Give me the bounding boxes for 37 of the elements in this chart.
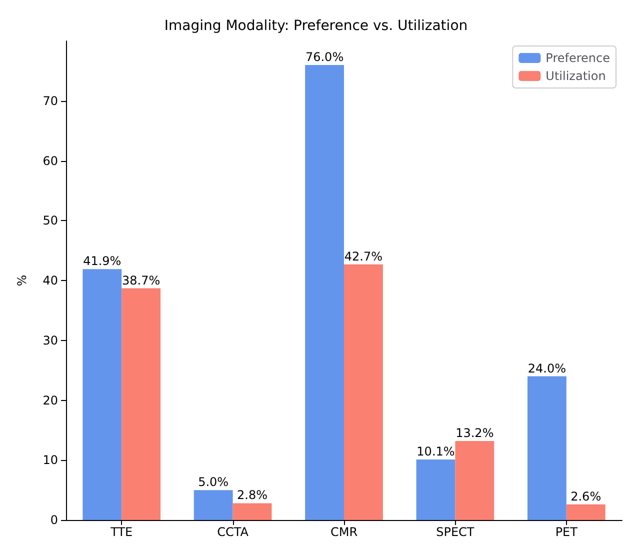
bar (194, 490, 233, 520)
legend-label: Utilization (546, 69, 606, 83)
data-label: 5.0% (198, 475, 229, 490)
data-label: 10.1% (416, 444, 455, 459)
bar (82, 269, 122, 520)
bar (527, 376, 566, 520)
bar (566, 504, 606, 520)
bar (416, 460, 456, 520)
bar (344, 264, 383, 520)
y-tick-label: 0 (50, 513, 58, 527)
data-label: 42.7% (344, 249, 383, 264)
y-tick-label: 30 (42, 333, 58, 348)
y-tick-label: 60 (42, 154, 58, 168)
x-tick-label: CMR (330, 525, 358, 539)
data-label: 41.9% (83, 254, 122, 268)
data-label: 2.8% (237, 488, 268, 502)
data-label: 38.7% (122, 273, 160, 288)
bar (122, 288, 161, 520)
y-axis-title: % (15, 274, 29, 286)
y-tick-label: 50 (42, 214, 58, 228)
data-label: 2.6% (570, 489, 602, 504)
bar (455, 440, 494, 520)
bar (305, 64, 344, 520)
x-tick-label: PET (555, 525, 578, 539)
data-label: 76.0% (305, 50, 344, 64)
y-tick-label: 40 (42, 274, 58, 288)
y-tick-label: 20 (42, 393, 58, 408)
y-tick-label: 10 (42, 453, 58, 468)
data-label: 24.0% (528, 361, 566, 376)
bar (232, 503, 272, 520)
x-tick-label: TTE (110, 525, 133, 539)
x-tick-label: CCTA (217, 525, 250, 539)
y-tick-label: 70 (42, 94, 58, 108)
chart-title: Imaging Modality: Preference vs. Utilization (164, 18, 468, 34)
x-tick-label: SPECT (436, 525, 475, 539)
data-label: 13.2% (456, 426, 494, 440)
legend-label: Preference (546, 51, 610, 65)
